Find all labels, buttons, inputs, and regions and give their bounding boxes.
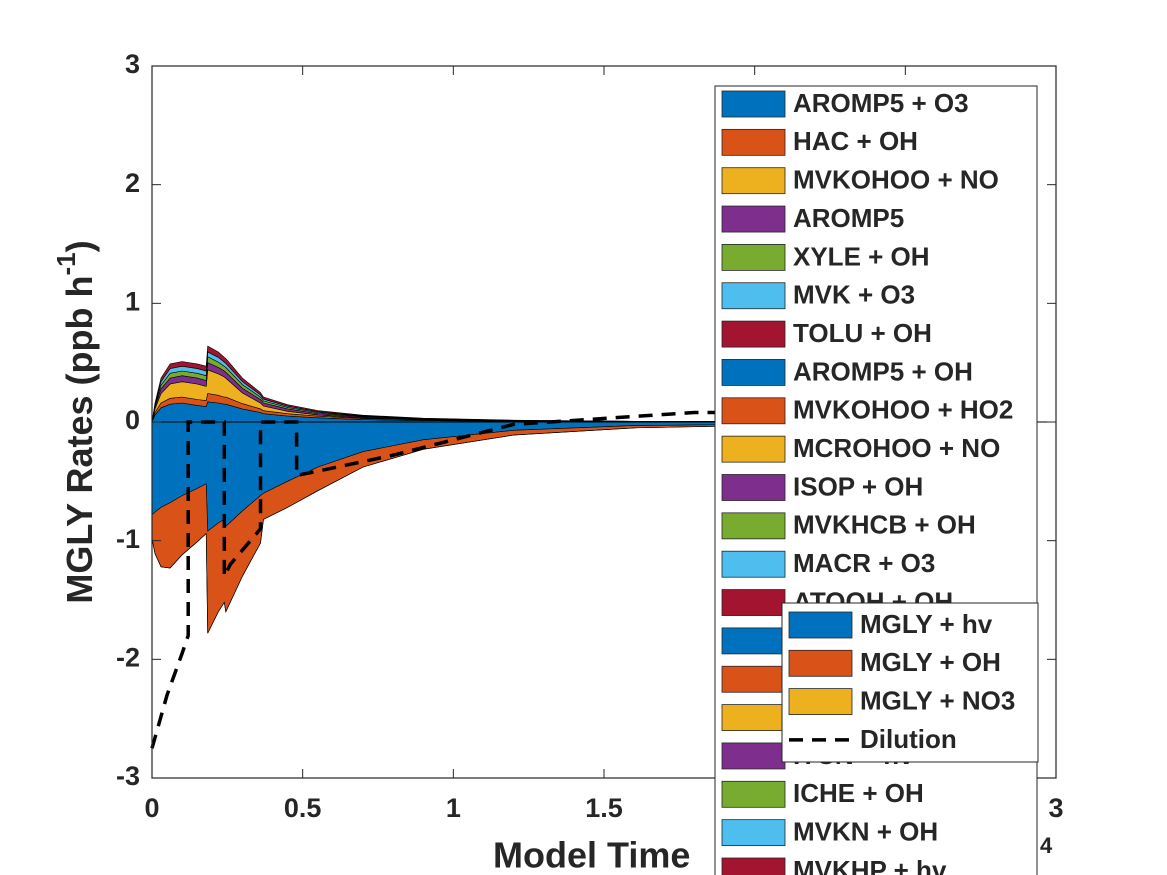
legend-swatch (721, 435, 786, 463)
y-axis-label: MGLY Rates (ppb h-1) (51, 240, 100, 603)
x-exponent: 4 (1040, 833, 1053, 858)
legend-swatch (788, 688, 853, 715)
x-tick-label: 1.5 (585, 793, 623, 823)
y-tick-label: -2 (116, 642, 140, 672)
y-tick-label: 1 (125, 286, 140, 316)
x-tick-label: 0.5 (284, 793, 322, 823)
legend-label: ISOP + OH (793, 471, 923, 501)
legend-label: Dilution (860, 724, 957, 754)
legend-swatch (721, 397, 786, 425)
x-axis-label: Model Time (493, 835, 690, 875)
y-label-end: ) (59, 240, 100, 252)
legend-swatch (721, 589, 786, 616)
legend-label: XYLE + OH (793, 241, 930, 271)
y-tick-label: -3 (116, 761, 140, 791)
legend-label: MVK + O3 (793, 280, 915, 310)
legend-loss: MGLY + hv MGLY + OH MGLY + NO3 Dilution (781, 602, 1039, 763)
legend-label: AROMP5 (793, 203, 904, 233)
legend-swatch (721, 665, 786, 693)
x-tick-label: 1 (446, 793, 461, 823)
legend-swatch (721, 819, 786, 847)
legend-swatch (721, 320, 786, 348)
legend-swatch (721, 474, 786, 501)
legend-label: MGLY + hv (860, 609, 993, 639)
legend-label: MGLY + NO3 (860, 685, 1015, 715)
legend-swatch (721, 512, 786, 540)
legend-label: MACR + O3 (793, 548, 935, 578)
legend-swatch (721, 742, 786, 770)
legend-swatch (721, 167, 786, 195)
y-label-text: MGLY Rates (ppb h (59, 276, 100, 604)
y-label-sup: -1 (51, 252, 81, 275)
legend-label: HAC + OH (793, 126, 918, 156)
legend-label: MVKHP + hv (793, 855, 947, 875)
x-tick-label: 0 (144, 793, 159, 823)
legend-label: ICHE + OH (793, 778, 924, 808)
y-tick-label: -1 (116, 524, 140, 554)
legend-swatch (721, 359, 786, 386)
legend-swatch (788, 649, 853, 677)
legend-swatch (788, 611, 853, 639)
y-tick-label: 0 (125, 405, 140, 435)
legend-swatch (721, 780, 786, 808)
legend-swatch (721, 282, 786, 310)
legend-swatch (721, 857, 786, 875)
legend-swatch (721, 90, 786, 118)
legend-label: AROMP5 + O3 (793, 88, 969, 118)
legend-label: MGLY + OH (860, 647, 1001, 677)
legend-label: MVKN + OH (793, 817, 938, 847)
y-tick-label: 3 (125, 49, 140, 79)
legend-swatch (721, 205, 786, 233)
legend-label: MCROHOO + NO (793, 433, 1000, 463)
x-tick-label: 3 (1048, 793, 1063, 823)
y-tick-label: 2 (125, 168, 140, 198)
legend-swatch (721, 627, 786, 655)
legend-label: MVKOHOO + HO2 (793, 395, 1013, 425)
legend-label: TOLU + OH (793, 318, 932, 348)
legend-label: AROMP5 + OH (793, 356, 973, 386)
legend-swatch (721, 128, 786, 156)
legend-swatch (721, 704, 786, 731)
legend-label: MVKHCB + OH (793, 510, 976, 540)
legend-label: MVKOHOO + NO (793, 165, 999, 195)
legend-swatch (721, 243, 786, 271)
dilution-line (150, 410, 815, 749)
legend-swatch (721, 550, 786, 578)
